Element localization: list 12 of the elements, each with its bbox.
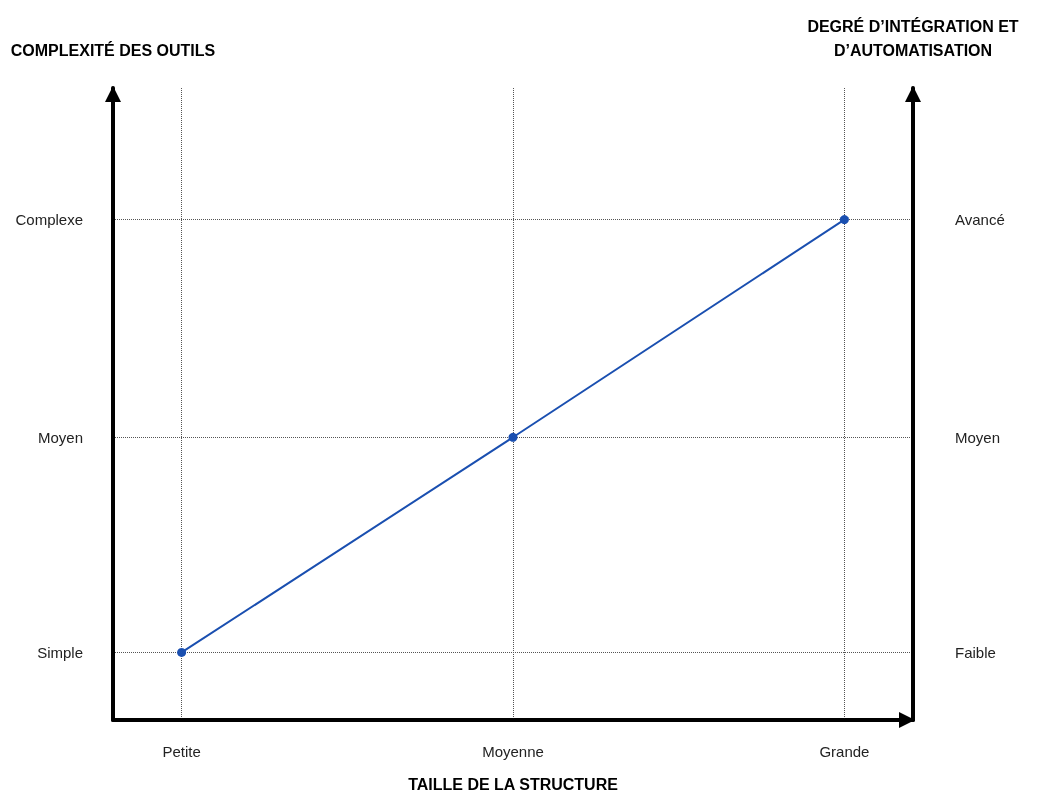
x-axis-title: TAILLE DE LA STRUCTURE: [408, 775, 619, 793]
x-tick-label: Petite: [162, 743, 201, 760]
category-label: Moyen: [955, 428, 1001, 446]
x-tick-label: Grande: [819, 743, 870, 760]
x-tick-label: Moyenne: [482, 743, 544, 760]
text: COMPLEXITÉ DES OUTILS: [10, 40, 216, 59]
category-label: Faible: [955, 643, 996, 661]
category-label: Avancé: [955, 211, 1005, 229]
category-label: Simple: [37, 643, 83, 661]
category-label: Moyen: [37, 428, 83, 446]
text: DEGRÉ D’INTÉGRATION ET D’AUTOMATISATION: [807, 16, 1019, 59]
category-label: Complexe: [15, 211, 83, 229]
